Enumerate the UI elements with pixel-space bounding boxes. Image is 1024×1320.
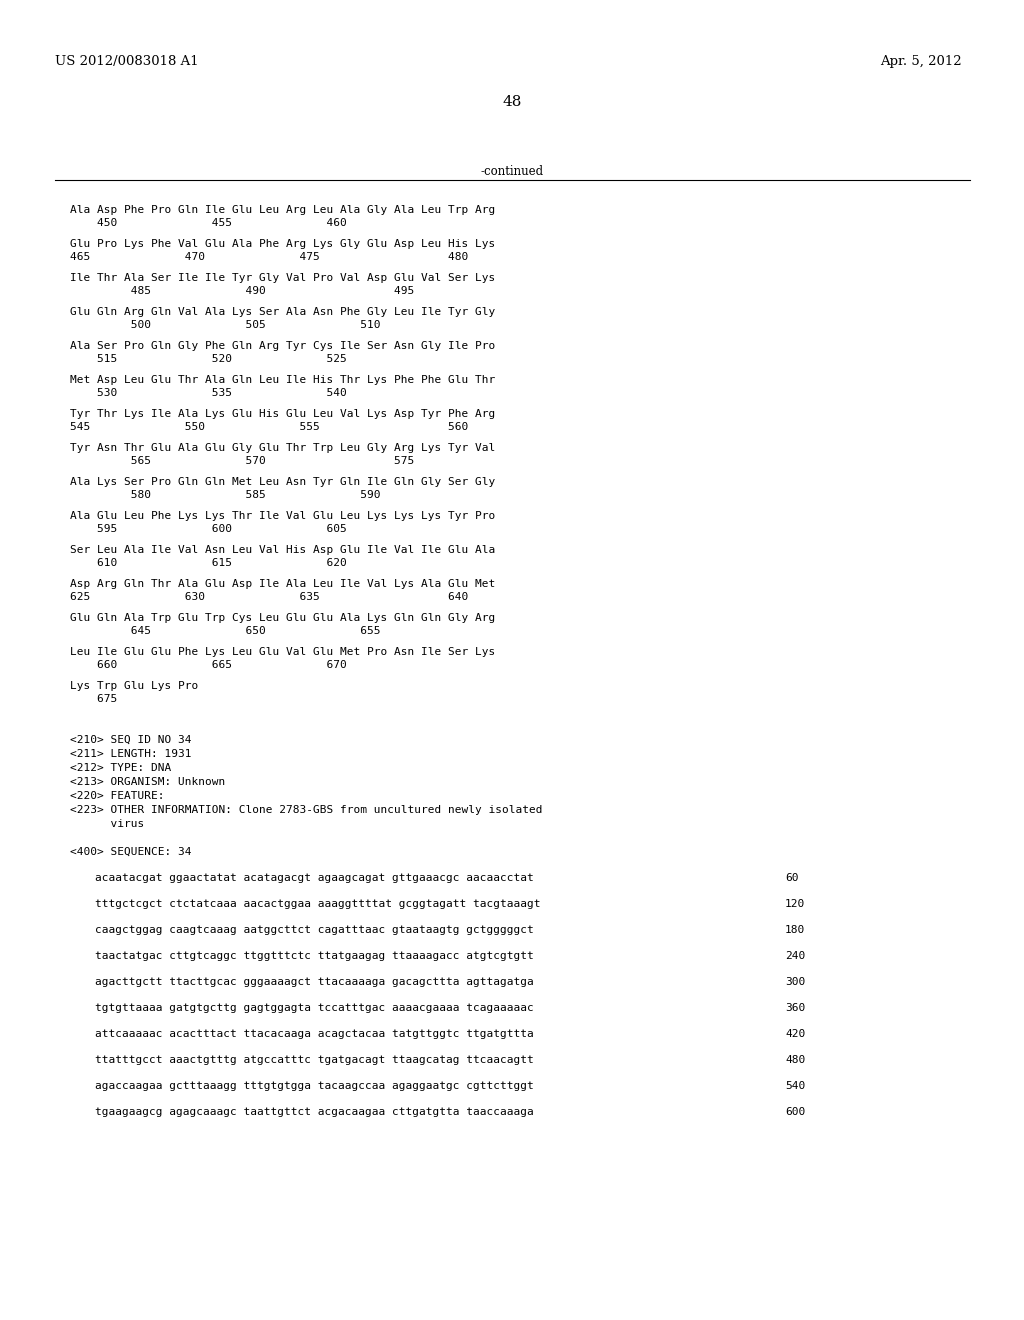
Text: 530              535              540: 530 535 540 bbox=[70, 388, 347, 399]
Text: 180: 180 bbox=[785, 925, 805, 935]
Text: -continued: -continued bbox=[480, 165, 544, 178]
Text: agacttgctt ttacttgcac gggaaaagct ttacaaaaga gacagcttta agttagatga: agacttgctt ttacttgcac gggaaaagct ttacaaa… bbox=[95, 977, 534, 987]
Text: Ala Glu Leu Phe Lys Lys Thr Ile Val Glu Leu Lys Lys Lys Tyr Pro: Ala Glu Leu Phe Lys Lys Thr Ile Val Glu … bbox=[70, 511, 496, 521]
Text: Met Asp Leu Glu Thr Ala Gln Leu Ile His Thr Lys Phe Phe Glu Thr: Met Asp Leu Glu Thr Ala Gln Leu Ile His … bbox=[70, 375, 496, 385]
Text: Lys Trp Glu Lys Pro: Lys Trp Glu Lys Pro bbox=[70, 681, 199, 690]
Text: 545              550              555                   560: 545 550 555 560 bbox=[70, 422, 468, 432]
Text: Ala Lys Ser Pro Gln Gln Met Leu Asn Tyr Gln Ile Gln Gly Ser Gly: Ala Lys Ser Pro Gln Gln Met Leu Asn Tyr … bbox=[70, 477, 496, 487]
Text: Ser Leu Ala Ile Val Asn Leu Val His Asp Glu Ile Val Ile Glu Ala: Ser Leu Ala Ile Val Asn Leu Val His Asp … bbox=[70, 545, 496, 554]
Text: 580              585              590: 580 585 590 bbox=[70, 490, 381, 500]
Text: 600: 600 bbox=[785, 1107, 805, 1117]
Text: attcaaaaac acactttact ttacacaaga acagctacaa tatgttggtc ttgatgttta: attcaaaaac acactttact ttacacaaga acagcta… bbox=[95, 1030, 534, 1039]
Text: acaatacgat ggaactatat acatagacgt agaagcagat gttgaaacgc aacaacctat: acaatacgat ggaactatat acatagacgt agaagca… bbox=[95, 873, 534, 883]
Text: Ala Asp Phe Pro Gln Ile Glu Leu Arg Leu Ala Gly Ala Leu Trp Arg: Ala Asp Phe Pro Gln Ile Glu Leu Arg Leu … bbox=[70, 205, 496, 215]
Text: 540: 540 bbox=[785, 1081, 805, 1092]
Text: Ala Ser Pro Gln Gly Phe Gln Arg Tyr Cys Ile Ser Asn Gly Ile Pro: Ala Ser Pro Gln Gly Phe Gln Arg Tyr Cys … bbox=[70, 341, 496, 351]
Text: 48: 48 bbox=[503, 95, 521, 110]
Text: 500              505              510: 500 505 510 bbox=[70, 319, 381, 330]
Text: <212> TYPE: DNA: <212> TYPE: DNA bbox=[70, 763, 171, 774]
Text: 300: 300 bbox=[785, 977, 805, 987]
Text: 485              490                   495: 485 490 495 bbox=[70, 286, 415, 296]
Text: Tyr Thr Lys Ile Ala Lys Glu His Glu Leu Val Lys Asp Tyr Phe Arg: Tyr Thr Lys Ile Ala Lys Glu His Glu Leu … bbox=[70, 409, 496, 418]
Text: 515              520              525: 515 520 525 bbox=[70, 354, 347, 364]
Text: caagctggag caagtcaaag aatggcttct cagatttaac gtaataagtg gctgggggct: caagctggag caagtcaaag aatggcttct cagattt… bbox=[95, 925, 534, 935]
Text: 645              650              655: 645 650 655 bbox=[70, 626, 381, 636]
Text: Glu Pro Lys Phe Val Glu Ala Phe Arg Lys Gly Glu Asp Leu His Lys: Glu Pro Lys Phe Val Glu Ala Phe Arg Lys … bbox=[70, 239, 496, 249]
Text: 360: 360 bbox=[785, 1003, 805, 1012]
Text: Glu Gln Arg Gln Val Ala Lys Ser Ala Asn Phe Gly Leu Ile Tyr Gly: Glu Gln Arg Gln Val Ala Lys Ser Ala Asn … bbox=[70, 308, 496, 317]
Text: Leu Ile Glu Glu Phe Lys Leu Glu Val Glu Met Pro Asn Ile Ser Lys: Leu Ile Glu Glu Phe Lys Leu Glu Val Glu … bbox=[70, 647, 496, 657]
Text: taactatgac cttgtcaggc ttggtttctc ttatgaagag ttaaaagacc atgtcgtgtt: taactatgac cttgtcaggc ttggtttctc ttatgaa… bbox=[95, 950, 534, 961]
Text: <210> SEQ ID NO 34: <210> SEQ ID NO 34 bbox=[70, 735, 191, 744]
Text: tgaagaagcg agagcaaagc taattgttct acgacaagaa cttgatgtta taaccaaaga: tgaagaagcg agagcaaagc taattgttct acgacaa… bbox=[95, 1107, 534, 1117]
Text: virus: virus bbox=[70, 818, 144, 829]
Text: <213> ORGANISM: Unknown: <213> ORGANISM: Unknown bbox=[70, 777, 225, 787]
Text: Glu Gln Ala Trp Glu Trp Cys Leu Glu Glu Ala Lys Gln Gln Gly Arg: Glu Gln Ala Trp Glu Trp Cys Leu Glu Glu … bbox=[70, 612, 496, 623]
Text: 565              570                   575: 565 570 575 bbox=[70, 455, 415, 466]
Text: Apr. 5, 2012: Apr. 5, 2012 bbox=[880, 55, 962, 69]
Text: agaccaagaa gctttaaagg tttgtgtgga tacaagccaa agaggaatgc cgttcttggt: agaccaagaa gctttaaagg tttgtgtgga tacaagc… bbox=[95, 1081, 534, 1092]
Text: <211> LENGTH: 1931: <211> LENGTH: 1931 bbox=[70, 748, 191, 759]
Text: 465              470              475                   480: 465 470 475 480 bbox=[70, 252, 468, 261]
Text: tgtgttaaaa gatgtgcttg gagtggagta tccatttgac aaaacgaaaa tcagaaaaac: tgtgttaaaa gatgtgcttg gagtggagta tccattt… bbox=[95, 1003, 534, 1012]
Text: 595              600              605: 595 600 605 bbox=[70, 524, 347, 535]
Text: US 2012/0083018 A1: US 2012/0083018 A1 bbox=[55, 55, 199, 69]
Text: <223> OTHER INFORMATION: Clone 2783-GBS from uncultured newly isolated: <223> OTHER INFORMATION: Clone 2783-GBS … bbox=[70, 805, 543, 814]
Text: 240: 240 bbox=[785, 950, 805, 961]
Text: 660              665              670: 660 665 670 bbox=[70, 660, 347, 671]
Text: 450              455              460: 450 455 460 bbox=[70, 218, 347, 228]
Text: 610              615              620: 610 615 620 bbox=[70, 558, 347, 568]
Text: ttatttgcct aaactgtttg atgccatttc tgatgacagt ttaagcatag ttcaacagtt: ttatttgcct aaactgtttg atgccatttc tgatgac… bbox=[95, 1055, 534, 1065]
Text: Asp Arg Gln Thr Ala Glu Asp Ile Ala Leu Ile Val Lys Ala Glu Met: Asp Arg Gln Thr Ala Glu Asp Ile Ala Leu … bbox=[70, 579, 496, 589]
Text: 60: 60 bbox=[785, 873, 799, 883]
Text: <220> FEATURE:: <220> FEATURE: bbox=[70, 791, 165, 801]
Text: Tyr Asn Thr Glu Ala Glu Gly Glu Thr Trp Leu Gly Arg Lys Tyr Val: Tyr Asn Thr Glu Ala Glu Gly Glu Thr Trp … bbox=[70, 444, 496, 453]
Text: 625              630              635                   640: 625 630 635 640 bbox=[70, 591, 468, 602]
Text: 480: 480 bbox=[785, 1055, 805, 1065]
Text: 420: 420 bbox=[785, 1030, 805, 1039]
Text: Ile Thr Ala Ser Ile Ile Tyr Gly Val Pro Val Asp Glu Val Ser Lys: Ile Thr Ala Ser Ile Ile Tyr Gly Val Pro … bbox=[70, 273, 496, 282]
Text: 675: 675 bbox=[70, 694, 118, 704]
Text: tttgctcgct ctctatcaaa aacactggaa aaaggttttat gcggtagatt tacgtaaagt: tttgctcgct ctctatcaaa aacactggaa aaaggtt… bbox=[95, 899, 541, 909]
Text: 120: 120 bbox=[785, 899, 805, 909]
Text: <400> SEQUENCE: 34: <400> SEQUENCE: 34 bbox=[70, 847, 191, 857]
